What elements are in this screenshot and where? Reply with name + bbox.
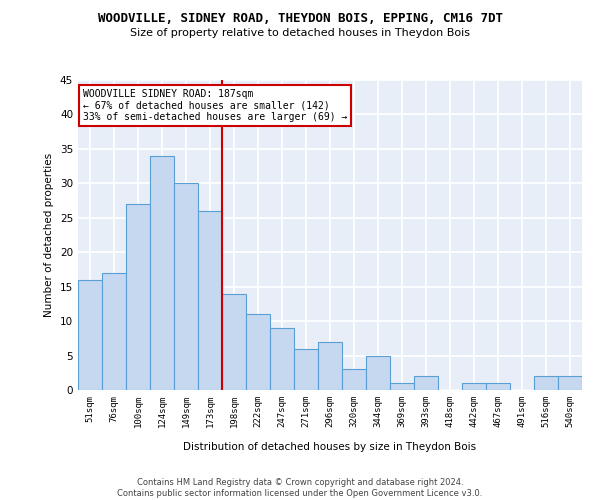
- Bar: [414, 376, 438, 390]
- Y-axis label: Number of detached properties: Number of detached properties: [44, 153, 55, 317]
- Bar: [294, 348, 318, 390]
- Text: WOODVILLE SIDNEY ROAD: 187sqm
← 67% of detached houses are smaller (142)
33% of : WOODVILLE SIDNEY ROAD: 187sqm ← 67% of d…: [83, 90, 347, 122]
- Bar: [462, 383, 486, 390]
- Text: Size of property relative to detached houses in Theydon Bois: Size of property relative to detached ho…: [130, 28, 470, 38]
- Text: Contains HM Land Registry data © Crown copyright and database right 2024.
Contai: Contains HM Land Registry data © Crown c…: [118, 478, 482, 498]
- Bar: [558, 376, 582, 390]
- Bar: [534, 376, 558, 390]
- Bar: [174, 184, 198, 390]
- Bar: [222, 294, 246, 390]
- Bar: [318, 342, 342, 390]
- Bar: [486, 383, 510, 390]
- Bar: [342, 370, 366, 390]
- Bar: [78, 280, 102, 390]
- Bar: [366, 356, 390, 390]
- Bar: [126, 204, 150, 390]
- Bar: [150, 156, 174, 390]
- Bar: [246, 314, 270, 390]
- Bar: [390, 383, 414, 390]
- Text: WOODVILLE, SIDNEY ROAD, THEYDON BOIS, EPPING, CM16 7DT: WOODVILLE, SIDNEY ROAD, THEYDON BOIS, EP…: [97, 12, 503, 26]
- Bar: [198, 211, 222, 390]
- Bar: [102, 273, 126, 390]
- Text: Distribution of detached houses by size in Theydon Bois: Distribution of detached houses by size …: [184, 442, 476, 452]
- Bar: [270, 328, 294, 390]
